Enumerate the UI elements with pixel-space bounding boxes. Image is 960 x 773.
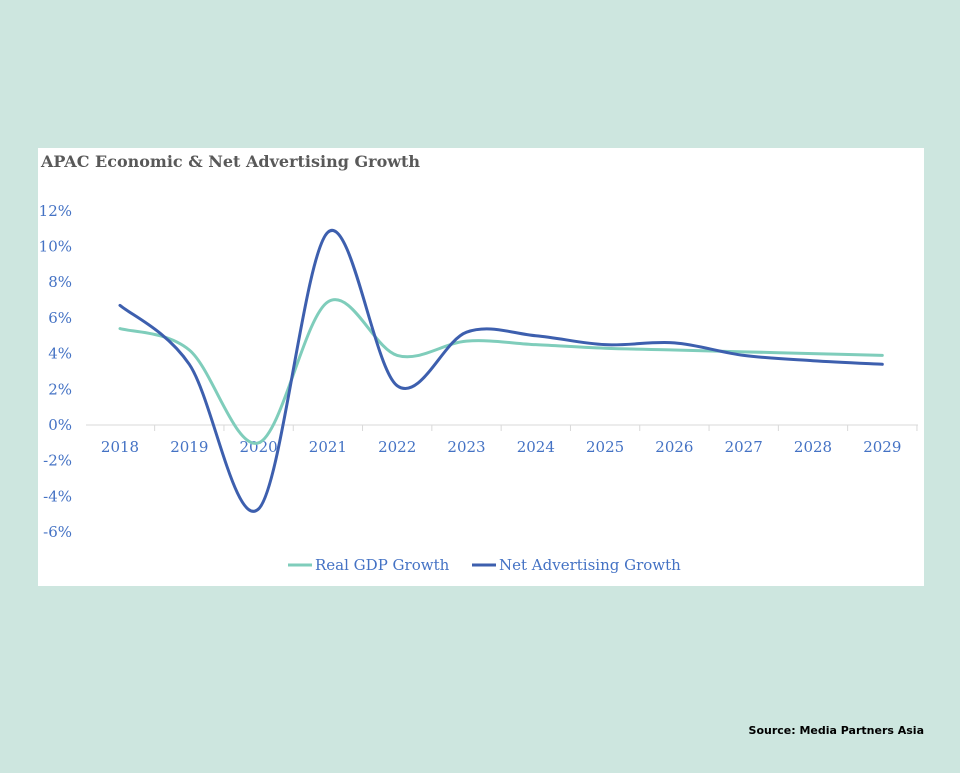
x-tick-label: 2024 <box>517 438 555 456</box>
y-tick-label: -4% <box>43 487 72 505</box>
y-tick-label: 6% <box>48 309 72 327</box>
x-tick-label: 2029 <box>863 438 901 456</box>
y-tick-label: 8% <box>48 273 72 291</box>
chart-panel: APAC Economic & Net Advertising Growth 1… <box>38 148 924 586</box>
x-tick-label: 2028 <box>794 438 832 456</box>
source-note: Source: Media Partners Asia <box>748 724 924 737</box>
y-tick-label: 10% <box>39 238 72 256</box>
x-tick-label: 2020 <box>240 438 278 456</box>
y-tick-label: 0% <box>48 416 72 434</box>
y-tick-label: 2% <box>48 380 72 398</box>
x-tick-label: 2021 <box>309 438 347 456</box>
x-tick-label: 2027 <box>725 438 763 456</box>
x-tick-label: 2018 <box>101 438 139 456</box>
x-tick-label: 2023 <box>447 438 485 456</box>
y-tick-label: -2% <box>43 452 72 470</box>
y-tick-label: 12% <box>39 202 72 220</box>
chart-title: APAC Economic & Net Advertising Growth <box>41 152 421 171</box>
x-tick-label: 2026 <box>655 438 693 456</box>
y-tick-label: -6% <box>43 523 72 541</box>
x-tick-label: 2019 <box>170 438 208 456</box>
legend-label: Net Advertising Growth <box>499 556 681 574</box>
legend-label: Real GDP Growth <box>315 556 450 574</box>
line-chart: 12% 10% 8% 6% 4% 2% 0% -2% -4% -6% 2018 2019 2020 202… <box>39 202 918 574</box>
series-line-net-advertising-growth <box>118 228 884 513</box>
series-line-real-gdp-growth <box>118 298 884 445</box>
x-tick-label: 2022 <box>378 438 416 456</box>
y-tick-label: 4% <box>48 345 72 363</box>
x-tick-label: 2025 <box>586 438 624 456</box>
